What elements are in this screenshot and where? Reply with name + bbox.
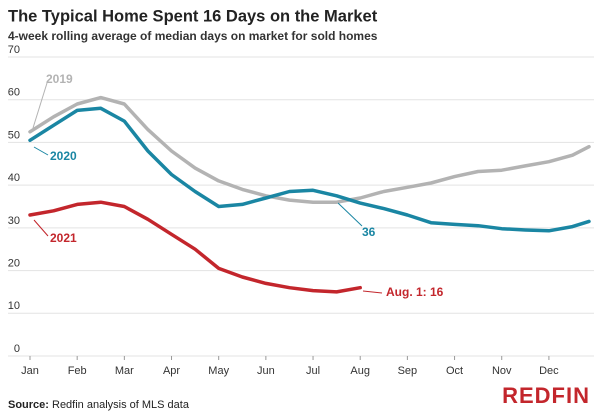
y-tick-label: 70 (8, 44, 20, 56)
logo: REDFIN (502, 383, 590, 408)
x-tick-label: Apr (163, 365, 180, 377)
x-tick-label: Nov (492, 365, 512, 377)
y-tick-label: 60 (8, 87, 20, 99)
y-tick-label: 0 (14, 343, 20, 355)
leader (33, 146, 49, 156)
series-line (28, 200, 362, 294)
y-tick-label: 20 (8, 257, 20, 269)
x-tick-label: Jul (306, 365, 320, 377)
series-label: 2019 (46, 72, 73, 86)
y-tick-label: 50 (8, 129, 20, 141)
leader (362, 290, 383, 294)
series-label: 2020 (50, 149, 77, 163)
x-tick-label: Jan (21, 365, 39, 377)
leader (32, 82, 48, 129)
chart-title: The Typical Home Spent 16 Days on the Ma… (8, 7, 378, 25)
x-tick-label: Dec (539, 365, 559, 377)
x-tick-label: Jun (257, 365, 275, 377)
leader (33, 219, 49, 237)
annotation: 36 (362, 225, 376, 239)
x-tick-label: Feb (68, 365, 87, 377)
y-tick-label: 40 (8, 172, 20, 184)
grid: 0 10 20 30 40 50 60 70 Jan Feb Mar Apr May Jun Jul Aug S… (8, 44, 594, 377)
series-line (28, 106, 591, 233)
y-tick-label: 30 (8, 215, 20, 227)
source: Redfin analysis of MLS data (52, 399, 190, 411)
leader (337, 202, 363, 227)
x-tick-label: Mar (115, 365, 134, 377)
y-tick-label: 10 (8, 300, 20, 312)
series-line (28, 95, 591, 204)
x-tick-label: Oct (446, 365, 463, 377)
x-tick-label: Sep (398, 365, 418, 377)
annotation: Aug. 1: 16 (386, 285, 444, 299)
chart-subtitle: 4-week rolling average of median days on… (8, 29, 378, 43)
x-tick-label: May (208, 365, 229, 377)
lines (28, 95, 591, 294)
x-tick-label: Aug (350, 365, 370, 377)
series-label: 2021 (50, 231, 77, 245)
source-label: Source: (8, 399, 49, 411)
